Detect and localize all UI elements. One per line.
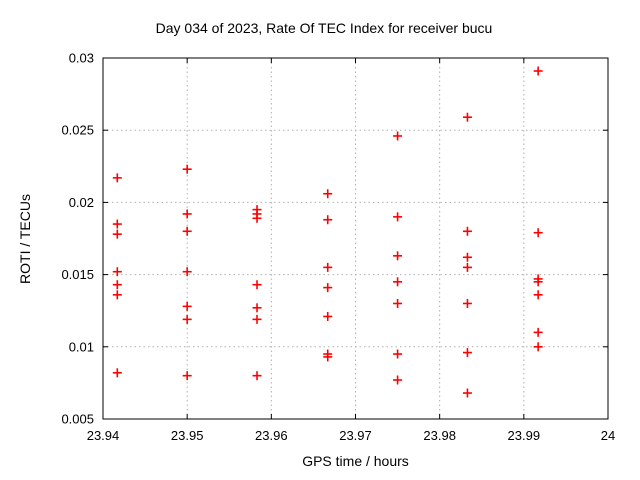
- y-tick-label: 0.015: [61, 267, 94, 282]
- x-tick-label: 23.98: [423, 428, 456, 443]
- chart-title: Day 034 of 2023, Rate Of TEC Index for r…: [155, 20, 493, 36]
- x-tick-label: 23.97: [339, 428, 372, 443]
- plot-border: [102, 57, 609, 420]
- x-tick-label: 23.96: [255, 428, 288, 443]
- x-tick-label: 23.99: [508, 428, 541, 443]
- x-tick-label: 24: [601, 428, 615, 443]
- y-tick-label: 0.03: [69, 51, 94, 66]
- y-tick-label: 0.02: [69, 195, 94, 210]
- y-tick-label: 0.025: [61, 123, 94, 138]
- x-tick-label: 23.94: [87, 428, 120, 443]
- x-tick-label: 23.95: [171, 428, 204, 443]
- y-tick-label: 0.005: [61, 412, 94, 427]
- x-axis-label: GPS time / hours: [302, 453, 409, 469]
- y-tick-label: 0.01: [69, 339, 94, 354]
